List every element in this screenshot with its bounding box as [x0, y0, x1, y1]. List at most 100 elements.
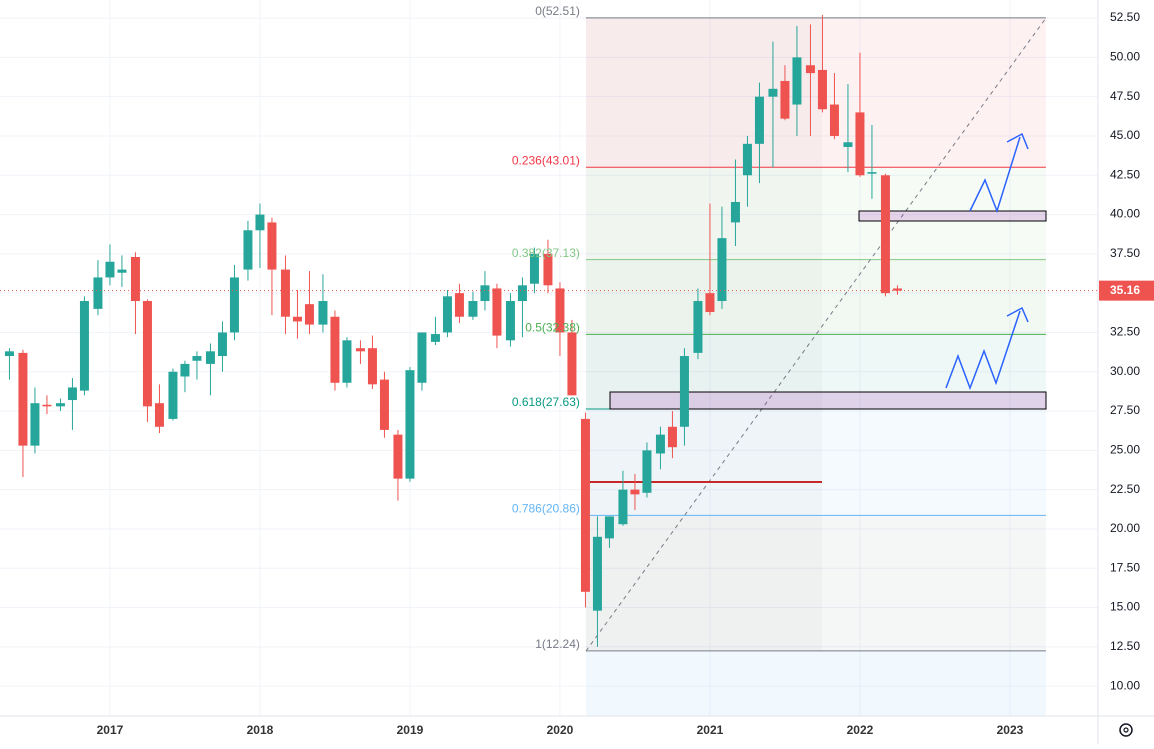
y-tick-label: 32.50: [1110, 325, 1140, 339]
candle-body: [154, 403, 164, 427]
projection-arrow: [945, 310, 1021, 391]
y-tick-label: 47.50: [1110, 89, 1140, 103]
candle-body: [117, 269, 127, 273]
candle-body: [468, 301, 478, 317]
fib-zone: [585, 259, 1046, 335]
candle-body: [667, 426, 677, 448]
settings-icon[interactable]: [1119, 723, 1133, 737]
candle-body: [768, 88, 778, 97]
candle-body: [805, 65, 815, 74]
x-tick-label: 2017: [97, 723, 124, 737]
candle-body: [655, 434, 665, 454]
candle-body: [105, 261, 115, 278]
candle-body: [217, 332, 227, 357]
candle-body: [454, 293, 464, 317]
candle-body: [618, 489, 628, 525]
y-tick-label: 50.00: [1110, 50, 1140, 64]
fib-label: 0(52.51): [535, 4, 580, 18]
candle-body: [430, 334, 440, 342]
candle-body: [843, 142, 853, 147]
candle-body: [679, 356, 689, 427]
candle-body: [780, 80, 790, 119]
candle-body: [180, 363, 190, 377]
candle-body: [168, 371, 178, 419]
candle-body: [67, 387, 77, 401]
candle-body: [292, 316, 302, 322]
zone-box: [609, 391, 1047, 410]
arrow-head: [1006, 306, 1029, 323]
candle-body: [267, 222, 277, 270]
zone-box: [858, 210, 1047, 222]
fib-zone: [585, 334, 1046, 410]
y-tick-label: 45.00: [1110, 128, 1140, 142]
candle-body: [130, 257, 140, 302]
candle-body: [355, 348, 365, 352]
y-tick-label: 10.00: [1110, 678, 1140, 692]
candle-body: [754, 96, 764, 144]
candle-body: [30, 403, 40, 446]
y-tick-label: 37.50: [1110, 246, 1140, 260]
candle-body: [892, 288, 902, 291]
candle-body: [742, 143, 752, 176]
y-tick-label: 52.50: [1110, 10, 1140, 24]
candle-body: [642, 450, 652, 493]
candle-body: [42, 404, 52, 407]
candle-body: [379, 379, 389, 430]
candle-body: [480, 285, 490, 302]
y-tick-label: 17.50: [1110, 560, 1140, 574]
x-tick-label: 2018: [247, 723, 274, 737]
candle-body: [243, 230, 253, 270]
gear[interactable]: [1119, 723, 1133, 737]
fib-zone: [585, 167, 1046, 260]
fib-label: 0.618(27.63): [512, 395, 580, 409]
candle-body: [529, 253, 539, 284]
candle-body: [817, 69, 827, 110]
fib-zone: [585, 17, 1046, 168]
last-price-label: 35.16: [1110, 283, 1140, 297]
arrow-head: [1006, 132, 1029, 150]
candle-body: [517, 285, 527, 302]
candle-body: [205, 351, 215, 364]
last-price-tag: [1099, 280, 1154, 301]
candle-body: [442, 296, 452, 333]
candle-body: [405, 370, 415, 479]
candle-body: [280, 269, 290, 317]
x-tick-label: 2022: [847, 723, 874, 737]
candle-body: [705, 293, 715, 313]
candle-body: [829, 104, 839, 136]
candle-body: [142, 301, 152, 407]
fib-label: 1(12.24): [535, 637, 580, 651]
fib-extension-zone: [586, 651, 1046, 716]
y-tick-label: 20.00: [1110, 521, 1140, 535]
candle-body: [567, 332, 577, 396]
fib-zones: [585, 17, 1046, 651]
candle-body: [255, 214, 265, 231]
candle-body: [792, 57, 802, 105]
candle-body: [229, 277, 239, 333]
candle-body: [505, 301, 515, 341]
candle-body: [4, 351, 14, 357]
y-tick-label: 42.50: [1110, 167, 1140, 181]
gear-hub[interactable]: [1123, 727, 1129, 733]
projection-arrow: [969, 136, 1021, 214]
candle-body: [730, 201, 740, 223]
candle-body: [417, 332, 427, 383]
y-tick-label: 22.50: [1110, 482, 1140, 496]
x-tick-label: 2020: [547, 723, 574, 737]
candle-body: [630, 489, 640, 495]
fib-zone: [585, 515, 1046, 651]
candle-body: [555, 288, 565, 333]
candle-body: [580, 418, 590, 592]
candle-body: [592, 536, 602, 611]
labels: 10.00 12.50 15.00 17.50 20.00 22.50 25.00 27.50…: [97, 4, 1154, 737]
candle-body: [855, 112, 865, 176]
candle-body: [330, 316, 340, 383]
fib-label: 0.786(20.86): [512, 502, 580, 516]
trend-line: [585, 17, 1047, 652]
candle-body: [342, 340, 352, 383]
candle-body: [880, 175, 890, 294]
fib-zone: [585, 409, 1046, 516]
candle-body: [304, 304, 314, 325]
